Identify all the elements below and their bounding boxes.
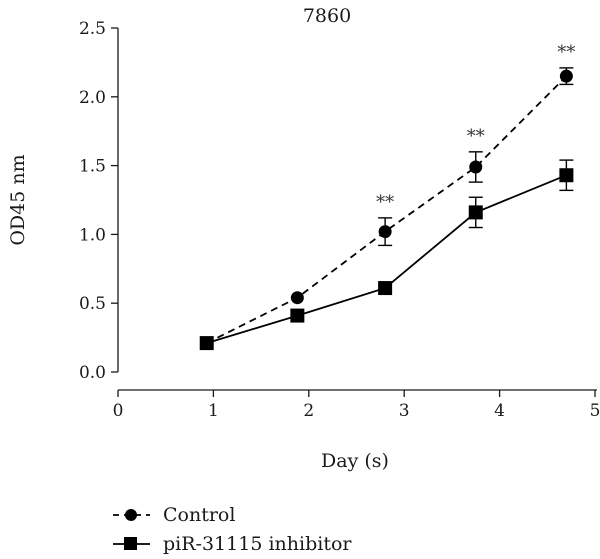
x-tick-label: 5 [590, 401, 600, 421]
data-point-control [378, 225, 392, 239]
y-tick-label: 2.5 [79, 19, 106, 39]
series-markers [199, 69, 574, 351]
legend-inhibitor-label: piR-31115 inhibitor [163, 533, 352, 555]
series-line-control [206, 75, 568, 344]
y-tick-label: 1.5 [79, 157, 106, 177]
data-point-inhibitor [199, 336, 214, 351]
significance-label: ** [467, 126, 485, 147]
data-point-control [469, 160, 483, 174]
y-axis-title: OD45 nm [7, 154, 29, 245]
x-tick-label: 3 [399, 401, 410, 421]
legend-inhibitor-marker [124, 537, 137, 550]
significance-labels: ** ** ** [376, 42, 575, 213]
data-point-inhibitor [468, 205, 483, 220]
x-axis-title: Day (s) [321, 450, 389, 472]
data-point-inhibitor [559, 168, 574, 183]
x-tick-label: 2 [303, 401, 314, 421]
y-tick-label: 1.0 [79, 225, 106, 245]
x-tick-label: 4 [494, 401, 505, 421]
x-tick-label: 1 [208, 401, 219, 421]
data-point-inhibitor [290, 308, 305, 323]
x-tick-label: 0 [113, 401, 124, 421]
significance-label: ** [376, 192, 394, 213]
legend: Control piR-31115 inhibitor [113, 504, 352, 555]
chart-title: 7860 [303, 5, 351, 27]
legend-item-inhibitor: piR-31115 inhibitor [113, 533, 352, 555]
y-tick-label: 0.5 [79, 294, 106, 314]
legend-control-marker [125, 509, 137, 521]
data-point-control [559, 69, 573, 83]
data-point-control [290, 291, 304, 305]
x-axis: 0 1 2 3 4 5 [113, 389, 600, 421]
y-tick-label: 0.0 [79, 363, 106, 383]
y-axis: 0.0 0.5 1.0 1.5 2.0 2.5 [79, 19, 119, 383]
y-tick-label: 2.0 [79, 88, 106, 108]
data-point-inhibitor [378, 281, 393, 296]
legend-item-control: Control [113, 504, 235, 526]
significance-label: ** [557, 42, 575, 63]
legend-control-label: Control [163, 504, 235, 526]
